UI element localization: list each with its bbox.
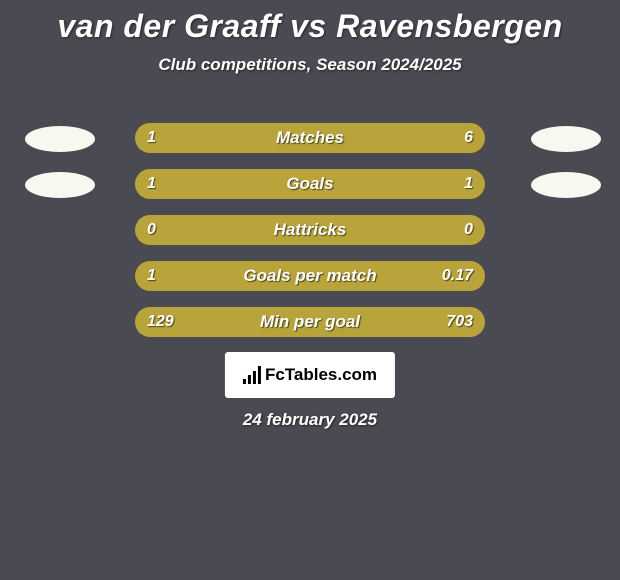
bar-segment-left (135, 261, 401, 291)
logo-text: FcTables.com (265, 365, 377, 385)
stat-bar: 11Goals (135, 169, 485, 199)
stat-bar: 10.17Goals per match (135, 261, 485, 291)
bar-segment-right (205, 307, 485, 337)
stat-bar: 00Hattricks (135, 215, 485, 245)
bar-segment-right (401, 261, 485, 291)
stat-row: 00Hattricks (0, 210, 620, 256)
bar-segment-left (135, 169, 310, 199)
stat-row: 11Goals (0, 164, 620, 210)
bar-segment-left (135, 215, 485, 245)
logo-bars-icon (243, 366, 261, 384)
player-left-avatar (25, 126, 95, 152)
stat-row: 16Matches (0, 118, 620, 164)
stat-row: 10.17Goals per match (0, 256, 620, 302)
bar-segment-left (135, 307, 205, 337)
date-line: 24 february 2025 (0, 410, 620, 430)
subtitle: Club competitions, Season 2024/2025 (0, 55, 620, 75)
player-right-avatar (531, 172, 601, 198)
bar-segment-right (198, 123, 485, 153)
stat-bar: 16Matches (135, 123, 485, 153)
page-title: van der Graaff vs Ravensbergen (0, 0, 620, 45)
player-right-avatar (531, 126, 601, 152)
stat-bar: 129703Min per goal (135, 307, 485, 337)
bar-segment-left (135, 123, 198, 153)
comparison-infographic: van der Graaff vs Ravensbergen Club comp… (0, 0, 620, 580)
logo-badge: FcTables.com (225, 352, 395, 398)
player-left-avatar (25, 172, 95, 198)
stat-row: 129703Min per goal (0, 302, 620, 348)
stats-chart: 16Matches 11Goals 00Hattricks 10.17Goals pe… (0, 118, 620, 348)
bar-segment-right (310, 169, 485, 199)
